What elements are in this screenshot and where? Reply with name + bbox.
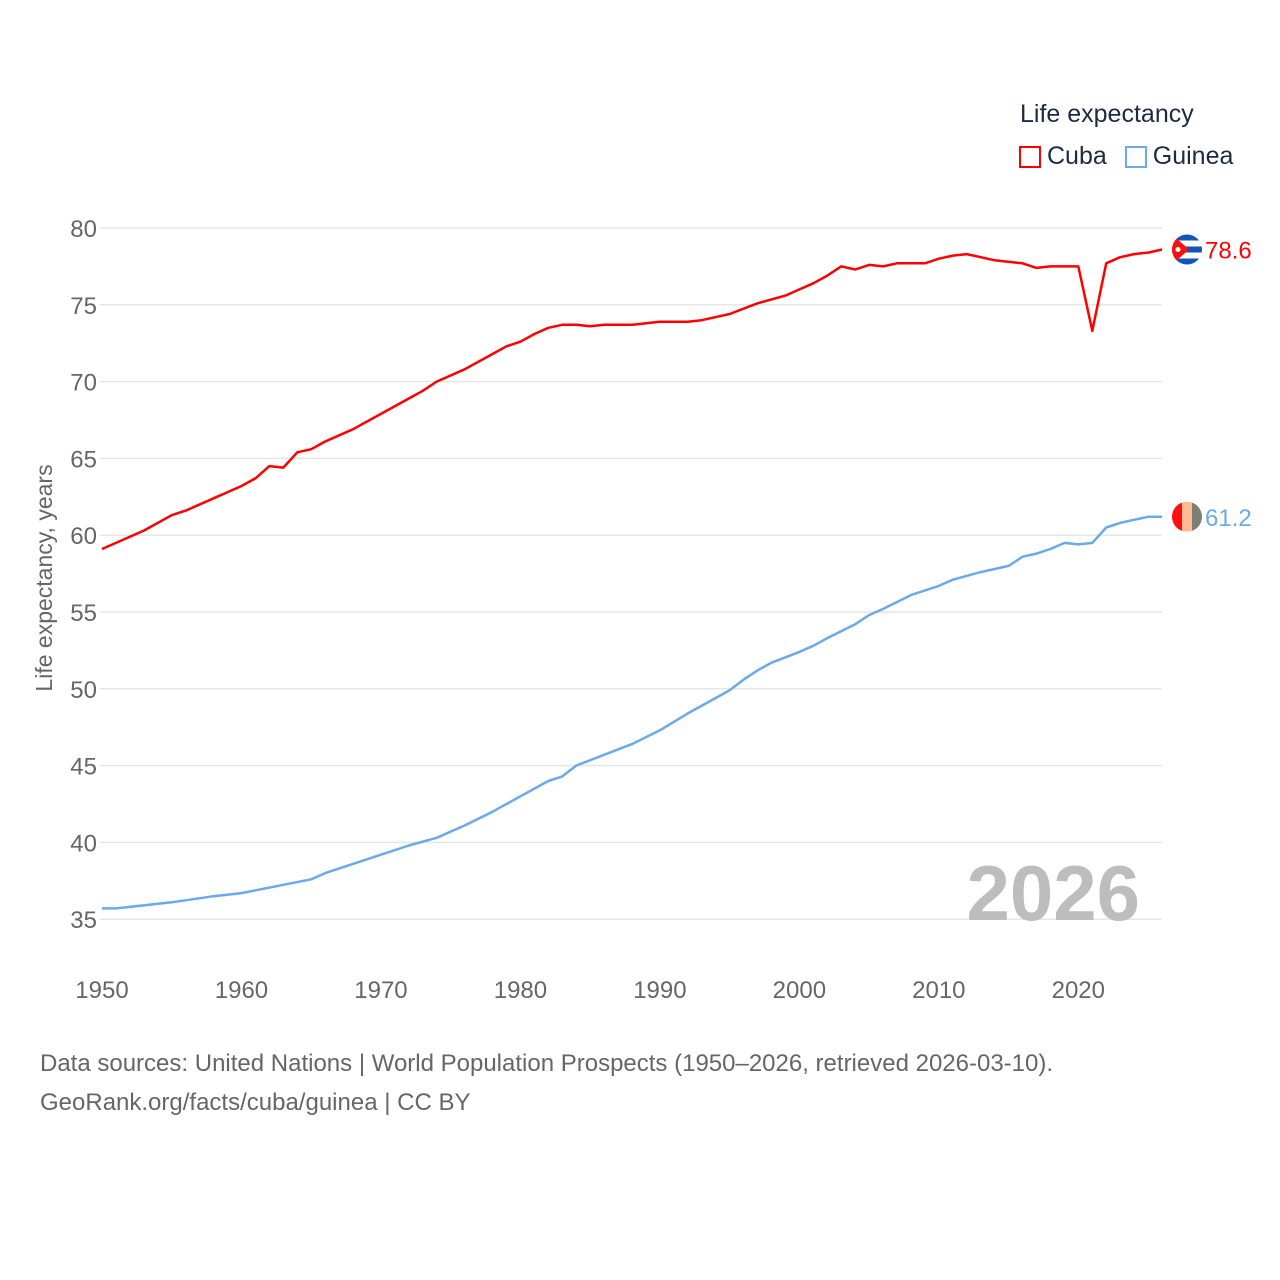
legend-label-cuba: Cuba bbox=[1047, 142, 1107, 170]
x-tick-label: 2010 bbox=[912, 977, 965, 1004]
legend-item-cuba[interactable]: Cuba bbox=[1019, 142, 1107, 171]
y-tick-label: 40 bbox=[70, 830, 97, 857]
x-tick-label: 1970 bbox=[354, 977, 407, 1004]
x-tick-label: 2000 bbox=[773, 977, 826, 1004]
y-tick-label: 80 bbox=[70, 216, 97, 243]
y-tick-label: 50 bbox=[70, 677, 97, 704]
x-tick-label: 1960 bbox=[215, 977, 268, 1004]
y-tick-label: 35 bbox=[70, 907, 97, 934]
y-tick-label: 60 bbox=[70, 523, 97, 550]
x-tick-label: 2020 bbox=[1052, 977, 1105, 1004]
series-line-guinea bbox=[102, 515, 1162, 910]
year-watermark: 2026 bbox=[966, 849, 1140, 937]
x-tick-label: 1980 bbox=[494, 977, 547, 1004]
source-note: Data sources: United Nations | World Pop… bbox=[40, 1044, 1053, 1122]
x-tick-label: 1950 bbox=[75, 977, 128, 1004]
y-axis-label: Life expectancy, years bbox=[31, 464, 57, 691]
series-line-cuba bbox=[101, 248, 1163, 551]
y-tick-label: 65 bbox=[70, 446, 97, 473]
source-line-2[interactable]: GeoRank.org/facts/cuba/guinea | CC BY bbox=[40, 1089, 471, 1116]
cuba-flag-icon bbox=[1172, 234, 1202, 265]
legend-item-guinea[interactable]: Guinea bbox=[1124, 142, 1234, 171]
y-tick-label: 75 bbox=[70, 293, 97, 320]
legend: Cuba Guinea bbox=[1019, 142, 1233, 171]
source-line-1: Data sources: United Nations | World Pop… bbox=[40, 1050, 1054, 1077]
line-chart: 35 40 45 50 55 60 65 70 75 80 1950 1960 1970 1980 1990… bbox=[31, 216, 1252, 1004]
guinea-flag-icon bbox=[1172, 501, 1202, 532]
legend-swatch-guinea bbox=[1124, 145, 1147, 168]
y-tick-label: 55 bbox=[70, 600, 97, 627]
end-label-cuba: 78.6 bbox=[1205, 238, 1252, 265]
legend-title: Life expectancy bbox=[1020, 100, 1194, 128]
legend-label-guinea: Guinea bbox=[1152, 142, 1234, 170]
y-tick-label: 45 bbox=[70, 754, 97, 781]
x-tick-label: 1990 bbox=[633, 977, 686, 1004]
end-label-guinea: 61.2 bbox=[1205, 505, 1252, 532]
legend-swatch-cuba bbox=[1019, 145, 1041, 168]
y-tick-label: 70 bbox=[70, 370, 97, 397]
